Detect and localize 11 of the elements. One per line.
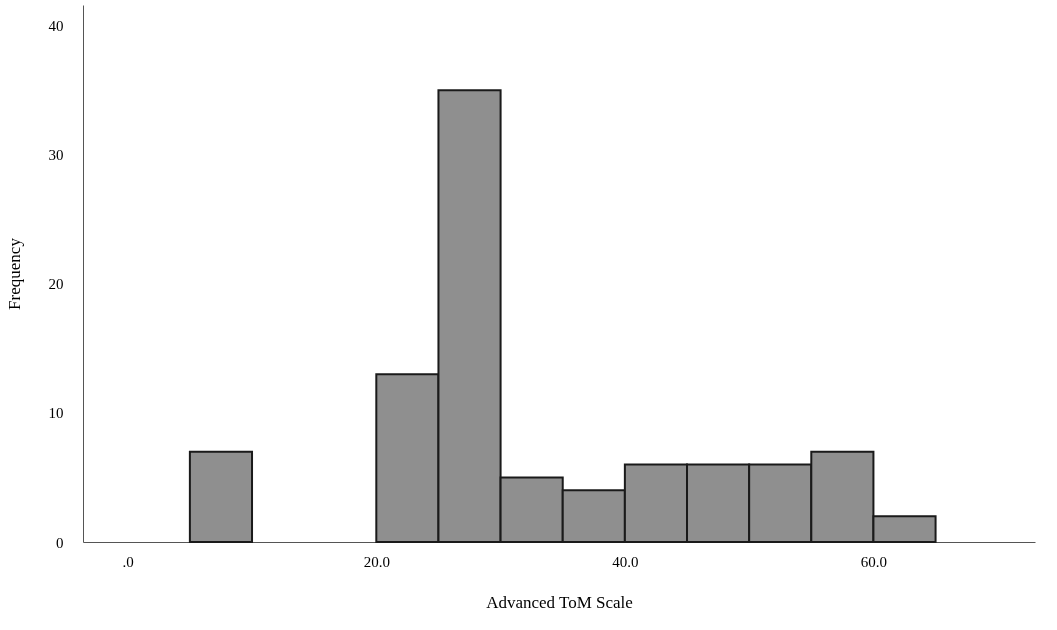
x-tick-label: .0 — [122, 553, 134, 570]
x-tick-label: 40.0 — [612, 553, 639, 570]
y-tick-label: 20 — [48, 276, 64, 293]
y-tick-label: 30 — [48, 147, 64, 164]
y-axis-title: Frequency — [4, 237, 24, 310]
y-tick-label: 10 — [48, 405, 64, 422]
y-tick-label: 0 — [56, 534, 64, 551]
x-axis-title: Advanced ToM Scale — [486, 592, 633, 612]
x-tick-label: 20.0 — [363, 553, 390, 570]
y-tick-label: 40 — [48, 18, 64, 35]
x-tick-label: 60.0 — [860, 553, 888, 570]
